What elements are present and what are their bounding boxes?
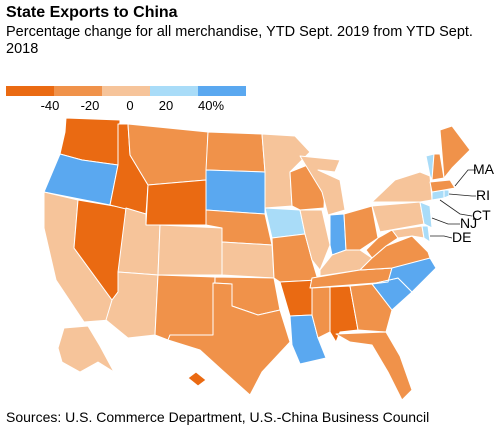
state-south-dakota: [205, 169, 266, 215]
legend-ticks: -40 -20 0 20 40%: [6, 98, 246, 114]
leader-ct: [439, 199, 473, 217]
leader-nj: [431, 217, 460, 225]
state-alaska: [57, 325, 115, 373]
chart-subtitle: Percentage change for all merchandise, Y…: [6, 24, 473, 57]
state-north-carolina: [359, 257, 437, 293]
state-texas: [167, 282, 291, 396]
state-kansas: [221, 241, 275, 279]
state-michigan: [299, 155, 346, 216]
legend-tick-2: -20: [80, 98, 100, 113]
legend-swatch-4: [150, 86, 198, 96]
leader-de: [430, 235, 453, 239]
chart-title: State Exports to China: [6, 4, 178, 21]
state-hawaii: [187, 371, 207, 387]
state-georgia: [349, 283, 393, 333]
callout-ma: MA: [473, 161, 495, 177]
leader-ri: [448, 193, 476, 197]
legend-tick-5: 40%: [197, 98, 225, 113]
legend-swatch-1: [6, 86, 54, 96]
state-rhode-island: [443, 189, 450, 199]
legend-swatch-2: [54, 86, 102, 96]
state-mississippi: [311, 286, 331, 339]
state-maine: [439, 125, 471, 179]
state-colorado: [157, 224, 223, 276]
legend-tick-3: 0: [126, 98, 134, 113]
legend-color-bar: [6, 86, 246, 96]
state-ohio: [343, 205, 379, 251]
state-kentucky: [319, 249, 373, 277]
legend-tick-4: 20: [158, 98, 174, 113]
color-legend: -40 -20 0 20 40%: [6, 86, 246, 114]
legend-swatch-5: [198, 86, 246, 96]
source-note: Sources: U.S. Commerce Department, U.S.-…: [6, 409, 430, 425]
state-north-dakota: [205, 131, 266, 173]
legend-tick-1: -40: [40, 98, 60, 113]
state-new-jersey: [419, 201, 433, 229]
state-delaware: [421, 225, 431, 243]
state-indiana: [329, 213, 347, 256]
state-new-york: [371, 171, 433, 203]
callout-de: DE: [452, 229, 471, 245]
state-new-mexico: [154, 274, 216, 341]
callout-ri: RI: [476, 187, 490, 203]
us-choropleth-map: MA RI CT NJ DE: [43, 117, 495, 401]
state-massachusetts: [429, 179, 456, 193]
state-florida: [335, 331, 413, 401]
state-iowa: [264, 207, 306, 239]
callout-ct: CT: [472, 207, 491, 223]
callout-nj: NJ: [460, 215, 477, 231]
leader-ma: [454, 169, 476, 187]
callout-leaders: [430, 169, 476, 239]
state-wyoming: [145, 179, 207, 226]
legend-swatch-3: [102, 86, 150, 96]
state-virginia: [359, 235, 431, 271]
